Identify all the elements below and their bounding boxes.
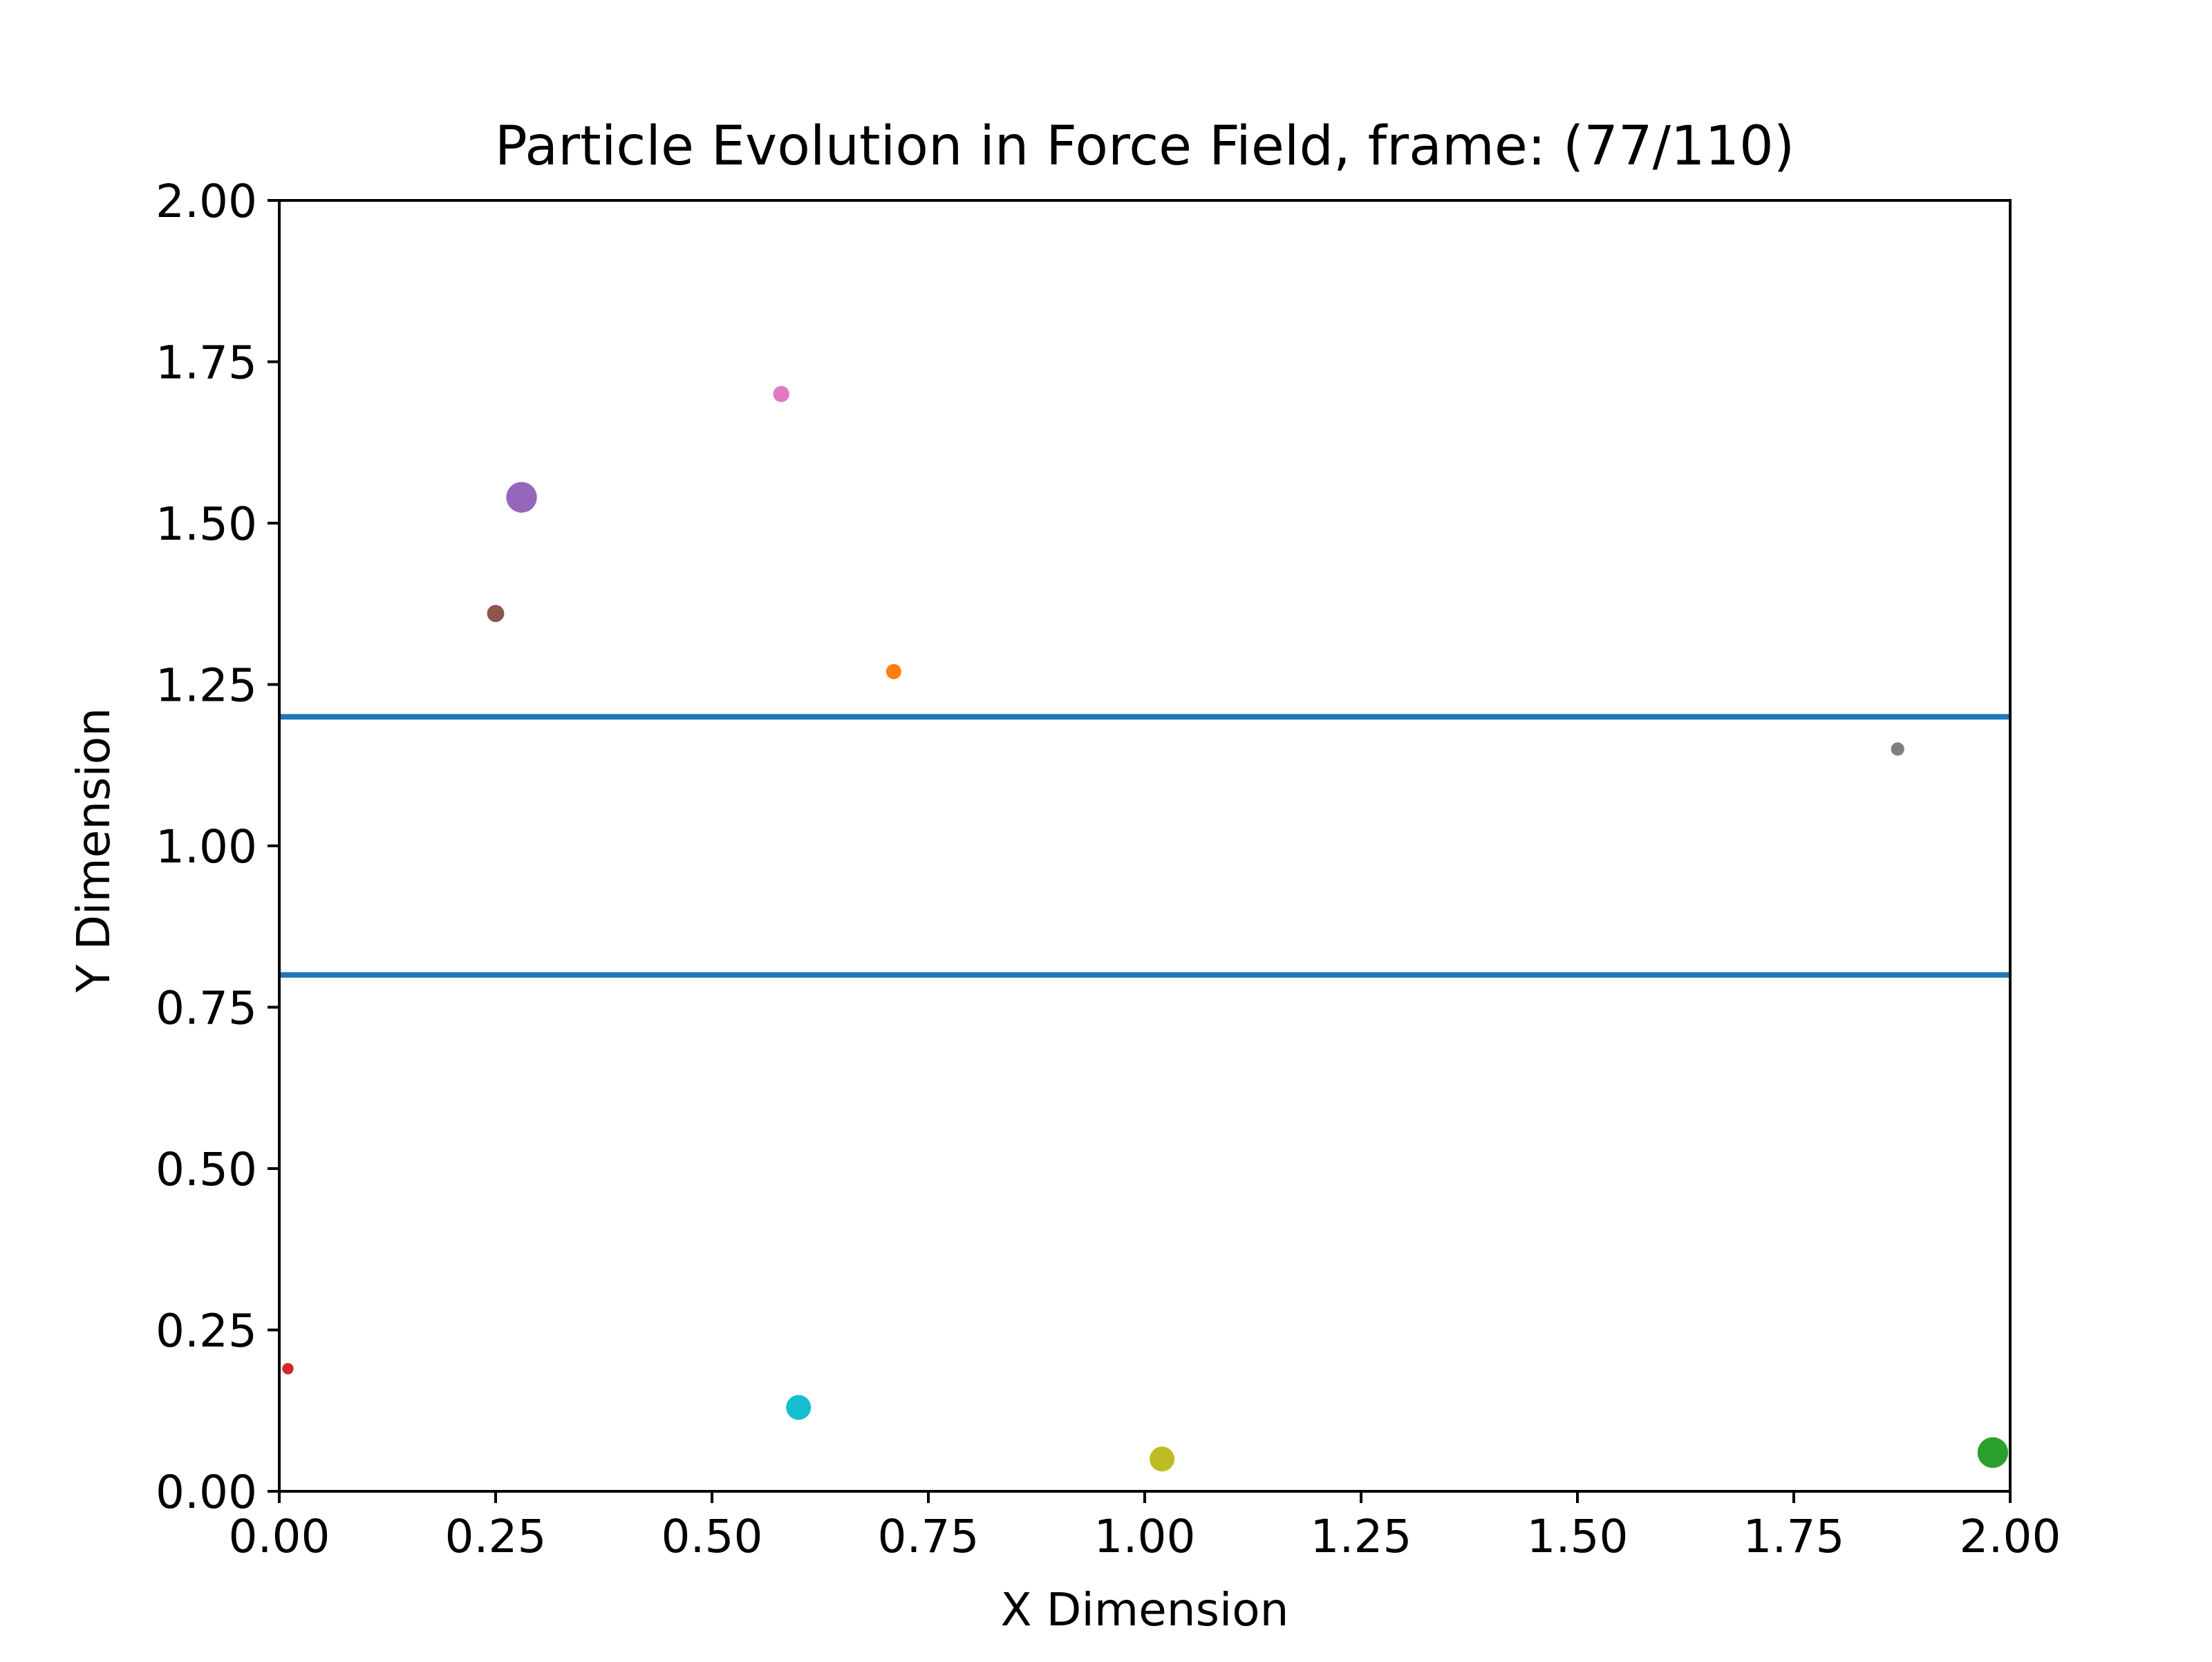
chart-title: Particle Evolution in Force Field, frame… — [495, 115, 1794, 178]
particle-point-4 — [773, 386, 789, 402]
x-tick-label: 0.25 — [445, 1510, 547, 1563]
x-tick-label: 1.50 — [1527, 1510, 1629, 1563]
x-tick-label: 2.00 — [1960, 1510, 2061, 1563]
y-axis-ticks: 0.00 0.25 0.50 0.75 1.00 1.25 1.50 1.75 2.00 — [156, 175, 279, 1519]
y-tick-label: 1.25 — [156, 659, 257, 712]
x-tick-label: 1.00 — [1094, 1510, 1196, 1563]
y-tick-label: 0.25 — [156, 1305, 257, 1358]
y-tick-label: 1.75 — [156, 337, 257, 390]
x-tick-label: 1.25 — [1311, 1510, 1412, 1563]
y-tick-label: 0.00 — [156, 1466, 257, 1519]
x-tick-label: 0.00 — [229, 1510, 330, 1563]
x-axis-ticks: 0.00 0.25 0.50 0.75 1.00 1.25 1.50 1.75 2.00 — [229, 1491, 2061, 1563]
y-tick-label: 1.00 — [156, 820, 257, 874]
y-axis-label: Y Dimension — [67, 708, 120, 993]
particle-point-7 — [1150, 1446, 1175, 1472]
y-tick-label: 0.50 — [156, 1143, 257, 1196]
particle-point-8 — [1891, 742, 1904, 756]
x-tick-label: 0.75 — [878, 1510, 980, 1563]
x-tick-label: 1.75 — [1743, 1510, 1845, 1563]
particle-point-9 — [1977, 1437, 2009, 1469]
y-tick-label: 2.00 — [156, 175, 257, 228]
x-axis-label: X Dimension — [1000, 1583, 1288, 1636]
particle-point-3 — [506, 482, 537, 513]
particle-point-2 — [487, 605, 505, 623]
particle-point-6 — [786, 1395, 812, 1420]
plot-marks — [279, 386, 2010, 1472]
particle-point-1 — [282, 1363, 294, 1375]
x-tick-label: 0.50 — [662, 1510, 763, 1563]
particle-point-5 — [885, 663, 901, 679]
y-tick-label: 0.75 — [156, 982, 257, 1035]
y-tick-label: 1.50 — [156, 498, 257, 551]
